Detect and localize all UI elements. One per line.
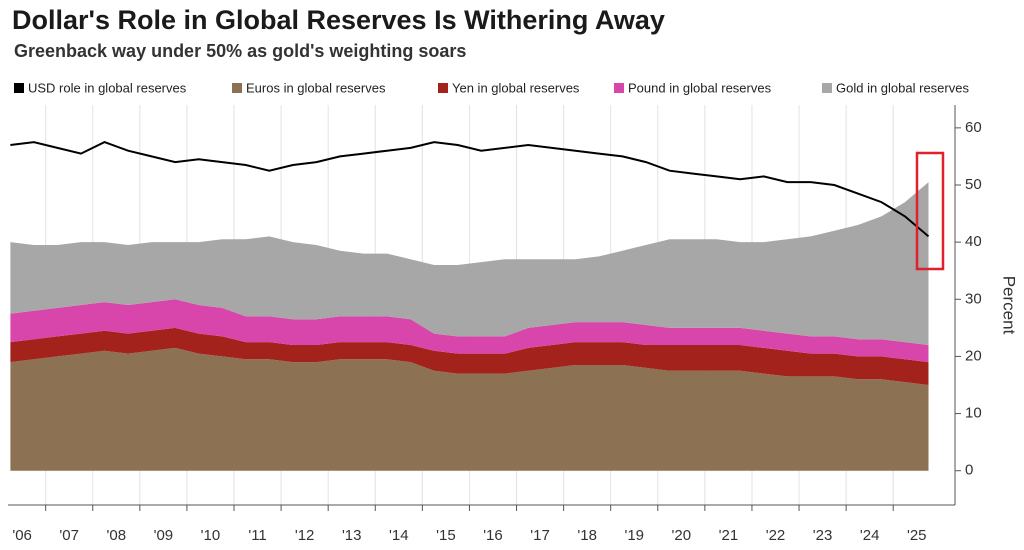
x-tick-label: '22 [766, 527, 786, 544]
x-tick-label: '23 [813, 527, 833, 544]
legend-label: Pound in global reserves [628, 80, 772, 95]
legend-swatch [614, 83, 624, 93]
y-tick-label: 20 [965, 347, 982, 364]
x-tick-label: '09 [154, 527, 174, 544]
legend-label: Gold in global reserves [836, 80, 969, 95]
x-tick-label: '20 [672, 527, 692, 544]
x-tick-label: '19 [624, 527, 644, 544]
area [10, 347, 929, 471]
chart-subtitle: Greenback way under 50% as gold's weight… [14, 41, 466, 61]
y-tick-label: 30 [965, 290, 982, 307]
y-tick-label: 50 [965, 176, 982, 193]
legend-swatch [822, 83, 832, 93]
x-tick-label: '13 [342, 527, 362, 544]
legend-swatch [232, 83, 242, 93]
legend-label: Yen in global reserves [452, 80, 580, 95]
y-tick-label: 60 [965, 119, 982, 136]
x-tick-label: '18 [577, 527, 597, 544]
chart-title: Dollar's Role in Global Reserves Is With… [12, 5, 665, 35]
legend-label: USD role in global reserves [28, 80, 187, 95]
x-tick-label: '07 [59, 527, 79, 544]
x-tick-label: '25 [907, 527, 927, 544]
area [10, 182, 929, 345]
y-tick-label: 10 [965, 405, 982, 422]
x-tick-label: '24 [860, 527, 880, 544]
area [10, 299, 929, 363]
legend-label: Euros in global reserves [246, 80, 386, 95]
x-tick-label: '10 [201, 527, 221, 544]
plot-area [10, 141, 930, 471]
y-tick-label: 0 [965, 462, 973, 479]
y-tick-label: 40 [965, 233, 982, 250]
x-tick-label: '16 [483, 527, 503, 544]
x-tick-label: '15 [436, 527, 456, 544]
axes: 0 10 20 30 40 50 60 '06 '07 '08 '09 '10 '11 '12 '13 '14… [8, 105, 982, 544]
legend-swatch [438, 83, 448, 93]
x-tick-label: '11 [248, 527, 266, 544]
x-tick-label: '14 [389, 527, 409, 544]
x-tick-label: '12 [295, 527, 315, 544]
highlight-box [915, 151, 945, 271]
y-axis-label: Percent [1000, 276, 1019, 335]
x-tick-label: '17 [530, 527, 550, 544]
legend-swatch [14, 83, 24, 93]
x-tick-label: '21 [719, 527, 739, 544]
x-tick-label: '06 [12, 527, 32, 544]
line [10, 141, 930, 238]
area [10, 327, 929, 385]
x-tick-label: '08 [107, 527, 127, 544]
